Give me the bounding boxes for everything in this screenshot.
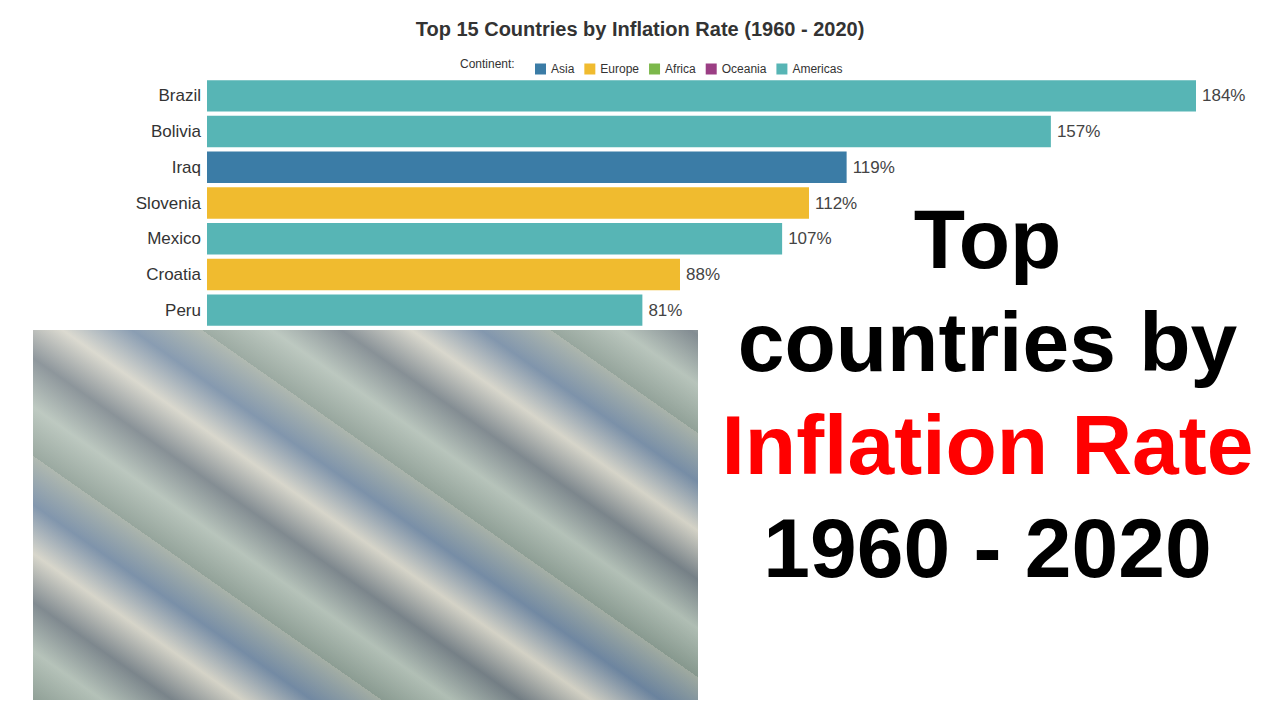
- svg-text:119%: 119%: [853, 158, 895, 177]
- svg-text:Europe: Europe: [600, 62, 639, 76]
- svg-text:Continent:: Continent:: [460, 57, 515, 71]
- svg-text:Croatia: Croatia: [146, 265, 201, 284]
- svg-text:107%: 107%: [788, 229, 831, 248]
- svg-text:Brazil: Brazil: [158, 86, 201, 105]
- svg-text:Peru: Peru: [165, 301, 201, 320]
- html-text:Top: Top: [913, 192, 1062, 286]
- html-text:Inflation Rate: Inflation Rate: [721, 398, 1254, 492]
- svg-text:Americas: Americas: [792, 62, 842, 76]
- svg-text:Slovenia: Slovenia: [136, 194, 202, 213]
- svg-text:184%: 184%: [1202, 86, 1245, 105]
- svg-text:Iraq: Iraq: [172, 158, 201, 177]
- svg-text:Mexico: Mexico: [147, 229, 201, 248]
- svg-text:Oceania: Oceania: [722, 62, 767, 76]
- html-text:countries by: countries by: [737, 295, 1238, 389]
- svg-text:157%: 157%: [1057, 122, 1100, 141]
- svg-text:Top 15 Countries by Inflation: Top 15 Countries by Inflation Rate (1960…: [416, 18, 865, 40]
- html-text:1960 - 2020: 1960 - 2020: [763, 501, 1212, 595]
- svg-text:88%: 88%: [686, 265, 720, 284]
- svg-text:Asia: Asia: [551, 62, 575, 76]
- svg-text:Africa: Africa: [665, 62, 696, 76]
- svg-text:Bolivia: Bolivia: [151, 122, 202, 141]
- svg-text:81%: 81%: [648, 301, 682, 320]
- svg-text:112%: 112%: [815, 194, 857, 213]
